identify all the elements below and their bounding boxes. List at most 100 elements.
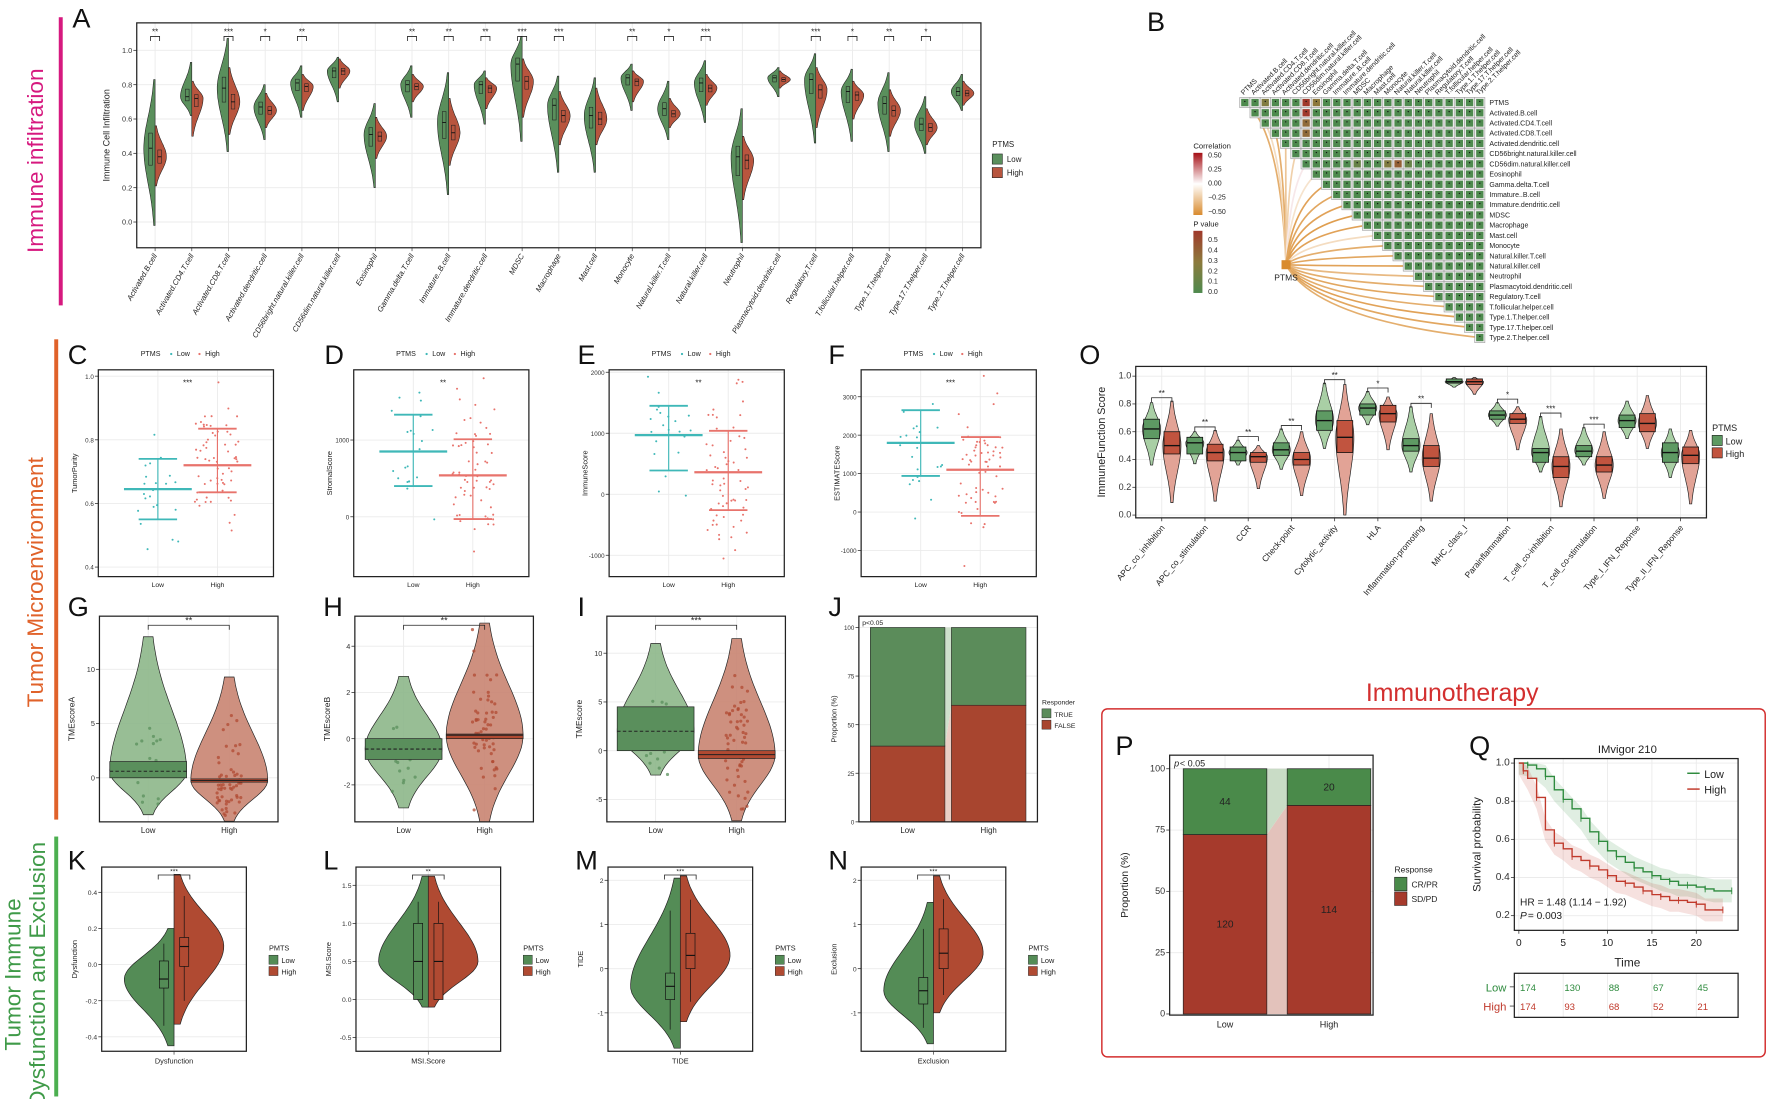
cell-fill	[1435, 293, 1443, 301]
cell-fill	[1292, 119, 1300, 127]
cell-fill	[1343, 150, 1351, 158]
row-label: Type.17.T.helper.cell	[1489, 325, 1553, 332]
significance-dot	[1468, 233, 1471, 235]
correlation-link-Type.1.T.helper.cell	[1285, 264, 1460, 318]
cell-fill	[1363, 221, 1372, 229]
cell-fill	[1312, 139, 1320, 148]
significance-label: **	[629, 28, 635, 37]
cell-fill	[1363, 139, 1372, 148]
data-point-high	[202, 444, 205, 447]
data-point-high	[492, 483, 495, 486]
significance-dot	[1468, 284, 1471, 287]
data-point-high	[490, 700, 494, 704]
cell-fill	[1404, 190, 1412, 199]
x-tick-label: 20	[1691, 938, 1703, 949]
data-point-high	[711, 413, 714, 416]
risk-table-count: 67	[1653, 983, 1664, 994]
row-label: Activated.dendritic.cell	[1489, 141, 1559, 148]
data-point-high	[228, 521, 231, 524]
cell-fill	[1394, 98, 1402, 107]
significance-dot	[1448, 131, 1450, 133]
data-point-low	[915, 425, 918, 428]
heatmap-cell	[1423, 107, 1435, 119]
data-point-high	[740, 740, 745, 744]
box-low	[625, 74, 630, 86]
violin-Plasmacytoid.dendritic.cell	[767, 67, 791, 97]
data-point-high	[484, 717, 488, 721]
violin-high	[631, 70, 644, 103]
cell-fill	[1414, 241, 1423, 250]
legend-label: Low	[940, 350, 954, 358]
data-point-high	[970, 522, 973, 525]
legend-title: PMTS	[775, 944, 795, 953]
heatmap-cell	[1331, 189, 1343, 200]
significance-label: ***	[1546, 404, 1555, 413]
data-point-high	[963, 564, 966, 568]
data-point-high	[233, 513, 236, 516]
data-point-high	[205, 424, 208, 427]
cell-fill	[1384, 241, 1392, 250]
significance-dot	[1479, 305, 1481, 307]
legend-c: PTMS Low High	[141, 350, 220, 358]
data-point-high	[475, 479, 478, 482]
data-point-high	[999, 456, 1002, 459]
significance-label: ***	[691, 616, 702, 626]
significance-bracket	[1583, 423, 1605, 429]
data-point-high	[199, 420, 202, 423]
y-axis-label: ImmuneScore	[581, 450, 590, 496]
cell-fill	[1476, 333, 1484, 342]
data-point-low	[152, 505, 155, 508]
heatmap-cell	[1331, 117, 1343, 129]
data-point-high	[229, 768, 233, 772]
significance-dot	[1428, 274, 1430, 276]
cell-fill	[1322, 150, 1331, 158]
significance-bracket	[150, 36, 161, 41]
y-tick-label: 0	[853, 966, 857, 973]
plot-background	[98, 369, 274, 577]
cell-fill	[1476, 323, 1484, 331]
y-tick-label: 0.8	[85, 437, 94, 444]
heatmap-cell	[1453, 117, 1465, 129]
cell-fill	[1282, 139, 1290, 148]
cell-fill	[1384, 231, 1392, 240]
significance-dot	[1458, 254, 1461, 256]
data-point-high	[472, 673, 477, 677]
row-label: Activated.B.cell	[1489, 110, 1537, 117]
heatmap-cell	[1402, 117, 1414, 129]
heatmap-cell	[1413, 189, 1424, 200]
box-high	[854, 91, 860, 101]
data-point-high	[745, 719, 750, 723]
data-point-low	[165, 482, 168, 485]
significance-dot	[1468, 223, 1471, 225]
colorbar-tick-label: 0.50	[1208, 152, 1222, 159]
heatmap-cell	[1270, 117, 1281, 129]
heatmap-cell	[1474, 301, 1486, 313]
x-axis-label: MSI.Score	[411, 1057, 445, 1066]
heatmap-cell	[1443, 270, 1455, 282]
legend-label: Low	[1726, 436, 1743, 446]
x-tick-label: Low	[900, 826, 915, 835]
data-point-low	[148, 726, 152, 730]
data-point-high	[474, 742, 478, 746]
data-point-low	[649, 751, 653, 756]
colorbar-tick-label: 0.2	[1208, 268, 1218, 275]
risk-table-count: 52	[1653, 1002, 1664, 1013]
cell-fill	[1476, 313, 1484, 321]
plot-border	[354, 615, 535, 823]
data-point-high	[732, 461, 735, 464]
heatmap-cell	[1474, 127, 1486, 139]
heatmap-cell	[1351, 158, 1363, 170]
data-point-high	[233, 773, 237, 778]
significance-dot	[1397, 172, 1399, 174]
heatmap-cell	[1402, 260, 1414, 272]
violin-Immature..B.cell	[437, 72, 461, 195]
heatmap-cell	[1392, 117, 1404, 129]
heatmap-cell	[1423, 199, 1435, 211]
cell-fill	[1445, 211, 1453, 219]
cell-fill	[1271, 119, 1280, 127]
data-point-high	[965, 493, 968, 496]
cell-fill	[1425, 160, 1433, 168]
box-high	[304, 83, 309, 92]
heatmap-cell	[1382, 199, 1394, 211]
